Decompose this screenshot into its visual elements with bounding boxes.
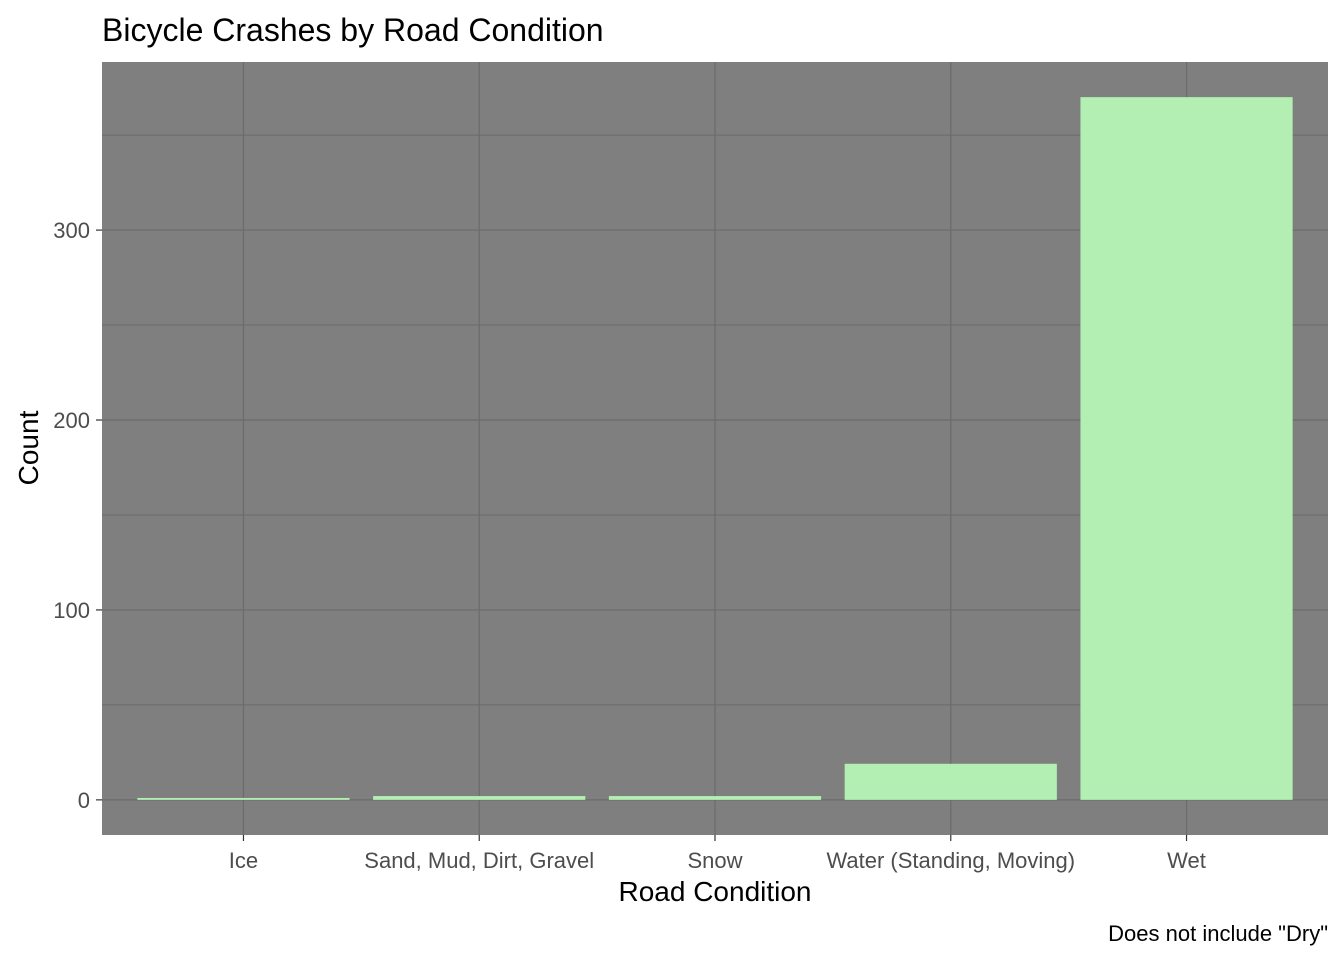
x-axis-ticks: Ice Sand, Mud, Dirt, Gravel Snow Water (Sta… xyxy=(229,835,1206,873)
x-axis-title: Road Condition xyxy=(618,876,811,907)
x-tick-label: Water (Standing, Moving) xyxy=(826,848,1075,873)
bar xyxy=(1080,97,1293,800)
bar xyxy=(844,763,1057,800)
y-tick-label: 100 xyxy=(53,598,90,623)
x-tick-label: Snow xyxy=(687,848,742,873)
y-axis-title: Count xyxy=(13,410,44,485)
y-axis-ticks: 0 100 200 300 xyxy=(53,218,102,813)
chart-title: Bicycle Crashes by Road Condition xyxy=(102,12,604,48)
y-tick-label: 300 xyxy=(53,218,90,243)
y-tick-label: 200 xyxy=(53,408,90,433)
bar xyxy=(373,796,586,800)
x-tick-label: Sand, Mud, Dirt, Gravel xyxy=(364,848,594,873)
y-tick-label: 0 xyxy=(78,788,90,813)
x-tick-label: Ice xyxy=(229,848,258,873)
bars xyxy=(137,97,1293,800)
x-tick-label: Wet xyxy=(1167,848,1206,873)
chart-caption: Does not include "Dry" xyxy=(1108,921,1328,946)
bar xyxy=(137,797,350,800)
bar xyxy=(608,796,822,800)
